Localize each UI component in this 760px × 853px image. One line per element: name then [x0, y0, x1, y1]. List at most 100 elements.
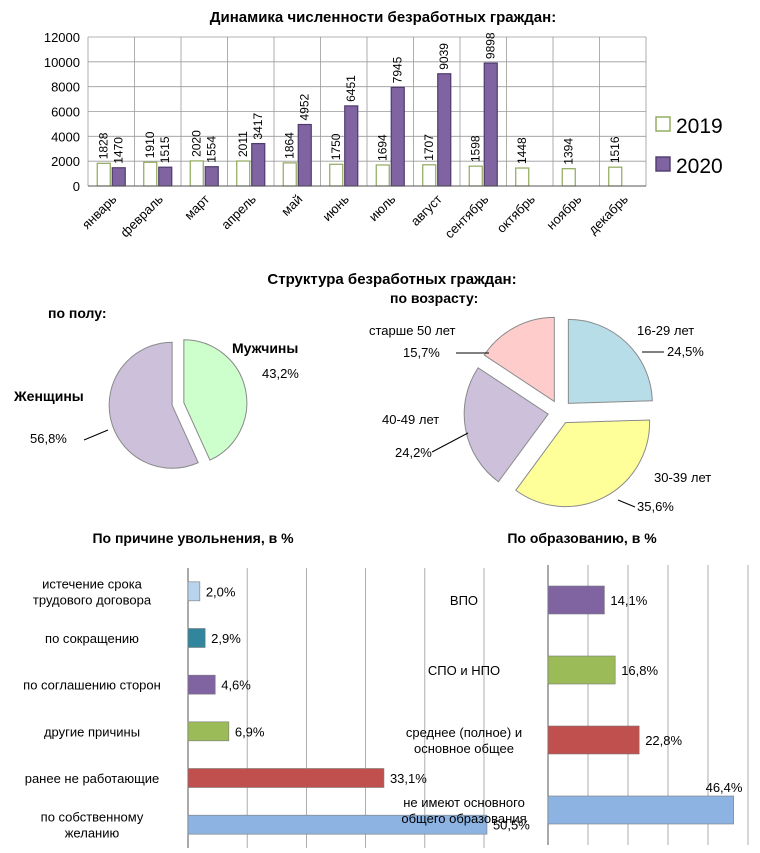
data-label: 1828 — [97, 132, 111, 159]
data-label: 1750 — [329, 133, 343, 160]
data-label: 2,0% — [206, 584, 236, 599]
pie-slice-30-39 лет — [515, 419, 651, 508]
category-label: другие причины — [44, 724, 140, 739]
y-tick-label: 8000 — [51, 80, 80, 95]
bar-2019-январь — [96, 162, 111, 187]
category-label: СПО и НПО — [428, 663, 500, 678]
data-label: 46,4% — [706, 780, 743, 795]
data-label: 2020 — [190, 130, 204, 157]
bar-2020-март — [204, 166, 219, 187]
category-label: по сокращению — [45, 631, 139, 646]
x-tick-label: ноябрь — [543, 191, 584, 232]
bar-истечение срока трудового договора — [187, 581, 201, 602]
by-age-pie-chart: по возрасту: 16-29 лет 24,5% 30-39 лет 35,6… — [369, 290, 711, 514]
data-label: 1470 — [112, 137, 126, 164]
bar-2019-февраль — [143, 161, 158, 187]
data-label: 33,1% — [390, 771, 427, 786]
leader-line — [617, 499, 636, 508]
y-tick-label: 12000 — [44, 30, 80, 45]
slice-value: 43,2% — [262, 366, 299, 381]
bar-2020-июнь — [344, 105, 359, 187]
category-label: не имеют основного — [403, 795, 525, 810]
bar-2019-ноябрь — [561, 168, 576, 187]
x-tick-label: июль — [366, 191, 399, 224]
bar-2019-октябрь — [515, 167, 530, 187]
slice-label: Женщины — [13, 388, 84, 404]
slice-value: 24,2% — [395, 445, 432, 460]
data-label: 1864 — [283, 132, 297, 159]
slice-label: 40-49 лет — [382, 412, 439, 427]
legend: 2019 2020 — [655, 115, 723, 178]
category-label: ВПО — [450, 593, 478, 608]
bar-по соглашению сторон — [187, 674, 216, 695]
data-label: 1598 — [469, 135, 483, 162]
pie-slice-40-49 лет — [463, 367, 549, 483]
leader-line — [431, 432, 469, 453]
data-label: 7945 — [391, 56, 405, 83]
bar-2019-март — [189, 160, 204, 187]
x-tick-label: апрель — [218, 191, 259, 232]
category-label: истечение срока — [42, 576, 143, 591]
x-tick-label: октябрь — [494, 191, 538, 235]
bar-2019-декабрь — [608, 166, 623, 187]
data-label: 2,9% — [211, 631, 241, 646]
bar-по сокращению — [187, 628, 206, 648]
bar-2020-август — [437, 73, 452, 187]
category-label: желанию — [65, 826, 120, 841]
data-label: 2011 — [236, 131, 250, 157]
bar-не имеют основного общего образования — [547, 795, 734, 825]
data-label: 4952 — [298, 93, 312, 120]
bar-2020-июль — [390, 86, 405, 187]
data-label: 6,9% — [235, 724, 265, 739]
data-label: 1707 — [422, 134, 436, 161]
category-label: по соглашению сторон — [23, 678, 161, 693]
data-label: 50,5% — [493, 818, 530, 833]
slice-label: 30-39 лет — [654, 470, 711, 485]
pie-slice-Мужчины — [183, 339, 248, 461]
x-tick-label: август — [408, 191, 445, 228]
x-tick-label: сентябрь — [442, 191, 492, 241]
y-tick-label: 2000 — [51, 154, 80, 169]
pie-subtitle: по полу: — [48, 305, 107, 321]
data-label: 1448 — [515, 137, 529, 164]
structure-heading: Структура безработных граждан: — [267, 271, 516, 288]
bar-2019-апрель — [236, 160, 251, 187]
slice-label: Мужчины — [232, 340, 298, 356]
monthly-unemployment-chart: Динамика численности безработных граждан… — [44, 9, 723, 241]
data-label: 1554 — [205, 136, 219, 163]
legend-label: 2019 — [676, 115, 723, 138]
y-tick-label: 4000 — [51, 129, 80, 144]
pie-slice-Женщины — [108, 341, 199, 469]
pie-slice-старше 50 лет — [483, 316, 555, 403]
slice-value: 35,6% — [637, 499, 674, 514]
bar-по собственному желанию — [187, 814, 488, 835]
legend-swatch-2020 — [655, 156, 671, 172]
data-label: 22,8% — [645, 733, 682, 748]
bar-2019-сентябрь — [468, 165, 483, 187]
education-chart: По образованию, в % 14,1% ВПО 16,8% СПО и Н… — [401, 530, 749, 845]
chart-title: По образованию, в % — [507, 530, 657, 546]
data-label: 1694 — [376, 134, 390, 161]
category-label: основное общее — [414, 741, 514, 756]
data-label: 9898 — [484, 32, 498, 59]
legend-swatch-2019 — [655, 116, 671, 132]
bar-2019-июль — [375, 164, 390, 187]
chart-title: Динамика численности безработных граждан… — [210, 9, 556, 26]
leader-line — [83, 429, 109, 441]
bar-ВПО — [547, 585, 605, 615]
dismissal-reason-chart: По причине увольнения, в % 2,0% истечение… — [23, 530, 530, 848]
slice-value: 24,5% — [667, 344, 704, 359]
data-label: 1516 — [608, 136, 622, 163]
bar-среднее (полное) и основное общее — [547, 725, 640, 755]
bar-2019-июнь — [329, 163, 344, 187]
bar-другие причины — [187, 721, 230, 742]
x-tick-label: декабрь — [585, 191, 631, 237]
x-tick-label: январь — [79, 191, 120, 232]
x-tick-label: март — [181, 191, 212, 222]
slice-value: 15,7% — [403, 345, 440, 360]
data-label: 16,8% — [621, 663, 658, 678]
y-tick-label: 10000 — [44, 55, 80, 70]
bar-ранее не работающие — [187, 768, 385, 788]
category-label: трудового договора — [33, 592, 152, 607]
